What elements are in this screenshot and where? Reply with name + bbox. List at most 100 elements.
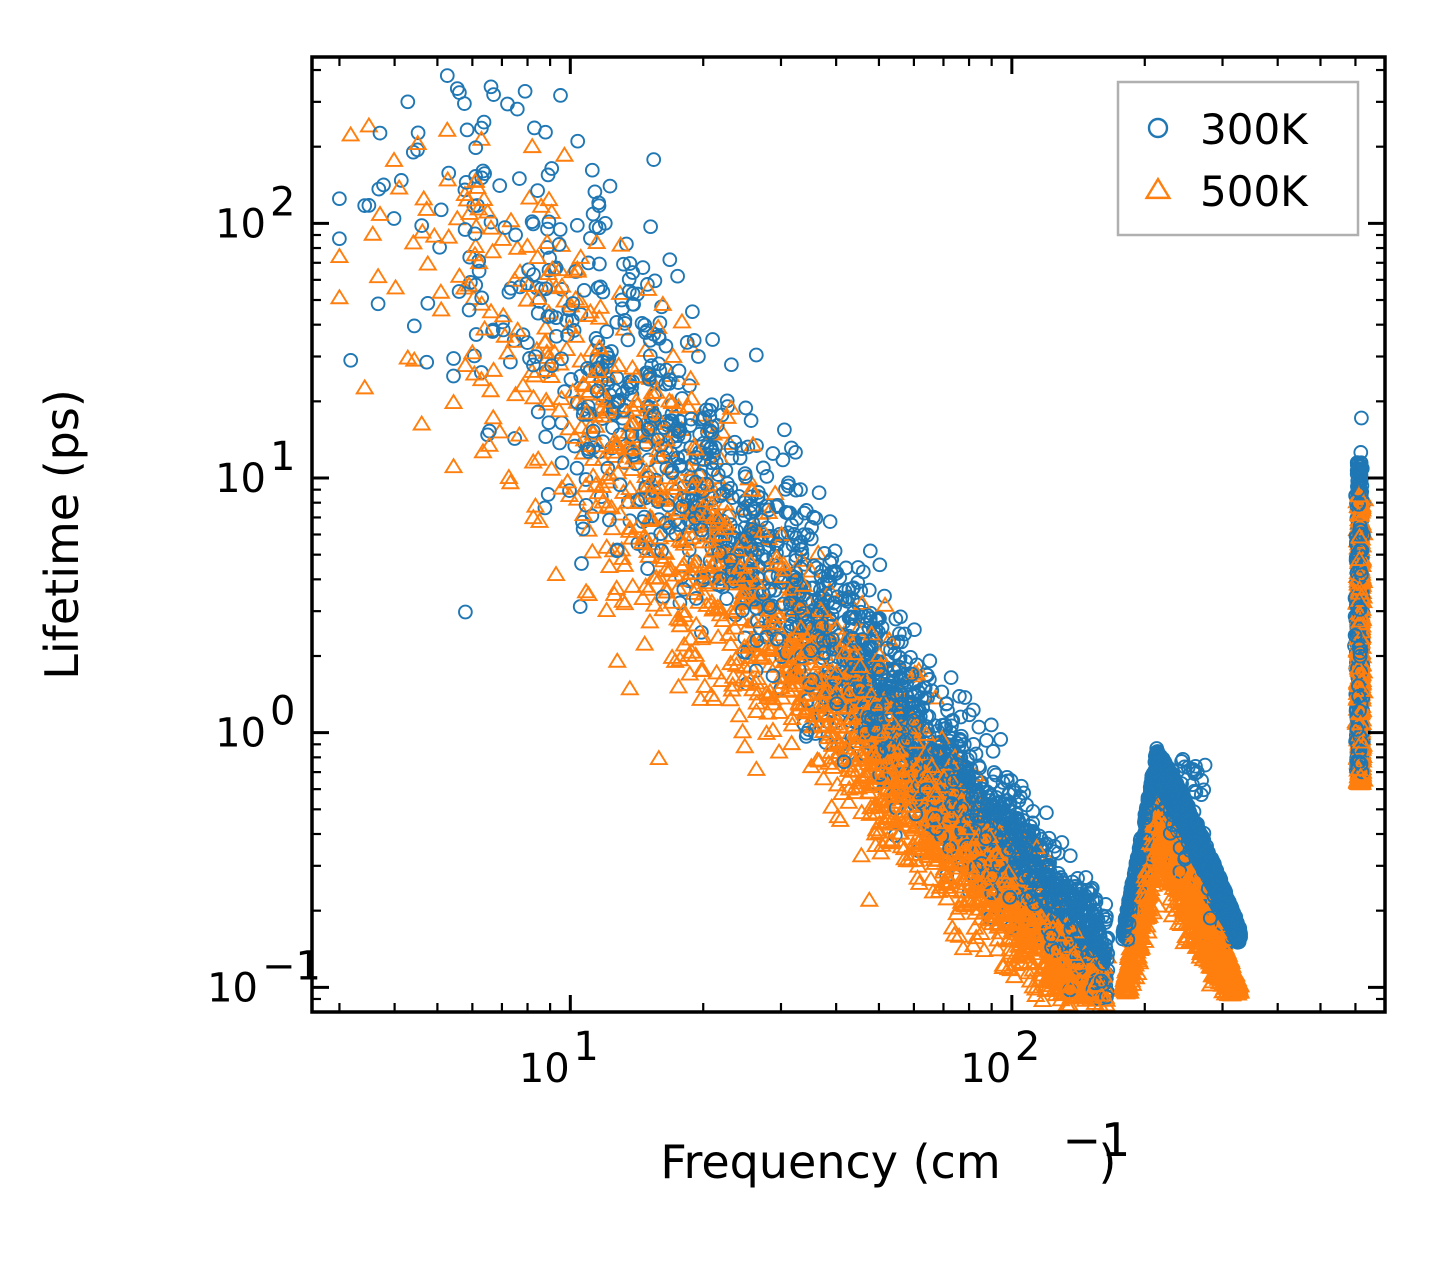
data-point-500k — [832, 784, 852, 801]
data-point-500k — [554, 145, 575, 162]
data-point-300k — [497, 220, 513, 235]
data-point-500k — [649, 749, 669, 766]
data-point-300k — [572, 599, 588, 614]
data-point-300k — [517, 83, 533, 99]
data-point-300k — [541, 415, 557, 431]
data-point-500k — [599, 557, 620, 574]
data-point-300k — [785, 537, 801, 553]
data-point-500k — [482, 242, 503, 259]
data-point-300k — [372, 125, 388, 141]
data-point-300k — [501, 284, 517, 300]
data-point-300k — [662, 252, 678, 268]
data-point-300k — [570, 133, 586, 149]
data-point-500k — [729, 706, 749, 723]
data-point-500k — [567, 489, 588, 506]
data-point-300k — [554, 455, 570, 471]
data-point-500k — [735, 737, 755, 754]
data-point-300k — [646, 152, 662, 167]
data-point-300k — [811, 485, 827, 501]
data-point-500k — [539, 190, 559, 207]
data-point-300k — [993, 732, 1009, 747]
data-point-500k — [602, 519, 623, 536]
data-point-300k — [740, 439, 756, 455]
data-point-300k — [559, 313, 574, 328]
data-point-500k — [634, 634, 655, 651]
data-point-300k — [647, 273, 663, 289]
data-point-300k — [748, 347, 764, 363]
data-point-300k — [743, 413, 759, 428]
data-point-500k — [680, 629, 701, 646]
data-point-500k — [536, 391, 556, 408]
data-point-300k — [986, 765, 1002, 780]
data-point-300k — [553, 88, 568, 103]
data-point-500k — [680, 664, 700, 681]
data-point-500k — [732, 722, 753, 739]
data-point-500k — [830, 811, 850, 827]
data-point-300k — [544, 161, 560, 176]
data-point-500k — [763, 721, 783, 737]
data-point-300k — [503, 354, 518, 370]
data-point-500k — [993, 958, 1013, 974]
data-point-300k — [622, 256, 638, 271]
data-point-300k — [888, 611, 904, 627]
data-point-500k — [821, 797, 842, 814]
data-point-300k — [530, 404, 546, 420]
data-point-500k — [746, 702, 767, 718]
data-point-300k — [759, 469, 775, 484]
data-point-300k — [508, 227, 523, 243]
data-point-300k — [574, 556, 589, 571]
data-point-300k — [459, 122, 475, 138]
data-point-500k — [464, 289, 484, 305]
data-point-500k — [368, 267, 388, 284]
data-point-300k — [803, 531, 819, 547]
data-point-500k — [329, 247, 350, 264]
data-point-500k — [596, 601, 617, 617]
data-point-300k — [500, 96, 515, 112]
data-point-300k — [332, 231, 347, 247]
data-point-500k — [851, 846, 872, 863]
data-point-300k — [569, 460, 585, 476]
data-point-300k — [979, 733, 994, 748]
data-point-500k — [674, 635, 694, 652]
data-point-500k — [443, 393, 464, 410]
data-point-500k — [620, 679, 640, 696]
data-point-300k — [458, 604, 473, 620]
data-point-300k — [778, 481, 793, 497]
data-point-300k — [538, 429, 554, 445]
data-point-300k — [393, 173, 409, 188]
data-point-500k — [418, 254, 438, 271]
data-point-300k — [718, 462, 734, 478]
data-point-300k — [605, 420, 620, 435]
data-point-300k — [578, 472, 594, 487]
data-point-500k — [385, 278, 406, 295]
data-point-500k — [640, 612, 660, 629]
data-point-500k — [578, 520, 599, 537]
data-point-300k — [551, 237, 567, 252]
data-point-300k — [798, 503, 814, 518]
data-point-300k — [775, 452, 791, 468]
data-point-300k — [1062, 848, 1078, 864]
data-point-500k — [771, 668, 791, 685]
data-point-500k — [384, 151, 404, 167]
data-point-300k — [512, 171, 527, 186]
data-point-500k — [739, 469, 759, 486]
data-point-300k — [738, 400, 754, 416]
data-point-300k — [1039, 805, 1054, 821]
data-point-500k — [431, 300, 451, 317]
data-point-500k — [656, 579, 676, 596]
data-point-300k — [569, 217, 585, 233]
data-point-300k — [872, 557, 888, 573]
data-point-300k — [732, 450, 748, 466]
data-point-500k — [329, 288, 350, 305]
data-point-300k — [635, 260, 651, 275]
data-point-500k — [740, 648, 760, 664]
data-point-500k — [769, 742, 789, 759]
data-point-500k — [403, 233, 424, 250]
data-point-300k — [370, 296, 386, 312]
data-point-300k — [777, 422, 792, 438]
data-point-500k — [559, 419, 579, 436]
data-point-300k — [468, 140, 484, 156]
data-point-300k — [576, 282, 592, 298]
data-point-300k — [943, 670, 959, 685]
